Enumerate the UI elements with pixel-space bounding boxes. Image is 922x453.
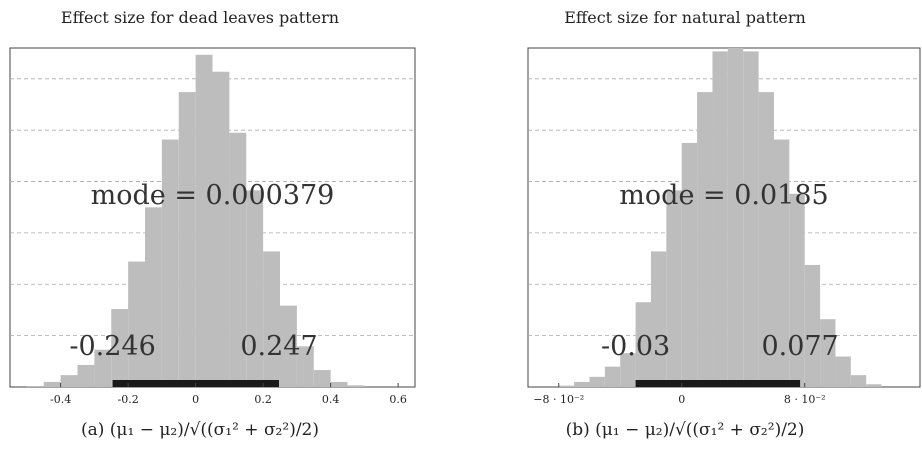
histogram-bar — [246, 190, 264, 387]
histogram-bar — [743, 51, 759, 387]
histogram-bar — [666, 190, 682, 387]
histogram-bar — [589, 376, 605, 387]
histogram-bar — [635, 302, 651, 387]
mode-label: mode = 0.000379 — [91, 180, 335, 211]
histogram-natural: −8 · 10⁻² 0 8 · 10⁻² mode = 0.0185 -0.03 0.07… — [527, 47, 921, 406]
histogram-bar — [296, 346, 314, 387]
histogram-bar — [604, 366, 621, 387]
histogram-bar — [574, 381, 590, 387]
histogram-bar — [280, 305, 297, 387]
hdi-low-label: -0.246 — [69, 331, 155, 362]
histogram-bar — [330, 381, 348, 387]
x-tick-label: 0 — [678, 393, 685, 406]
histogram-bar — [26, 385, 44, 387]
histogram-bar — [804, 264, 821, 387]
histogram-bar — [773, 139, 790, 387]
histogram-bar — [866, 384, 882, 387]
chart-panel-natural: Effect size for natural pattern −8 · 10⁻… — [460, 0, 922, 453]
histogram-dead-leaves: -0.4 -0.2 0 0.2 0.4 0.6 mode = 0.000379 -0.246 0… — [9, 47, 416, 406]
histogram-bar — [789, 193, 805, 387]
histogram-bar — [313, 370, 331, 387]
histogram-bar — [195, 54, 213, 387]
histogram-bar — [835, 356, 851, 387]
histogram-bar — [128, 261, 145, 387]
histogram-bar — [820, 319, 836, 387]
histogram-bar — [60, 375, 78, 387]
hdi-high-label: 0.077 — [761, 331, 838, 362]
histogram-bar — [212, 71, 230, 387]
x-tick-label: −8 · 10⁻² — [533, 393, 584, 406]
histogram-bar — [758, 92, 774, 387]
histogram-bar — [161, 139, 179, 387]
hdi-bar — [635, 380, 801, 387]
histogram-bar — [77, 364, 95, 387]
chart-title: Effect size for natural pattern — [564, 8, 806, 27]
histogram-bar — [681, 142, 698, 387]
hdi-low-label: -0.03 — [601, 331, 670, 362]
x-tick-label: -0.2 — [118, 393, 139, 406]
x-tick-label: -0.4 — [50, 393, 71, 406]
histogram-bar — [263, 251, 280, 387]
histogram-bar — [850, 375, 867, 387]
histogram-bar — [558, 385, 575, 387]
histogram-bar — [347, 385, 365, 387]
histogram-bar — [650, 251, 667, 387]
histogram-bar — [697, 92, 713, 387]
chart-title: Effect size for dead leaves pattern — [60, 8, 340, 27]
x-tick-label: 0 — [192, 393, 199, 406]
x-tick-label: 0.2 — [254, 393, 272, 406]
chart-caption: (b) (μ₁ − μ₂)/√((σ₁² + σ₂²)/2) — [565, 420, 805, 440]
histogram-bar — [229, 132, 247, 387]
histogram-bar — [94, 349, 112, 387]
histogram-bar — [178, 92, 196, 387]
x-tick-label: 0.6 — [389, 393, 407, 406]
x-tick-label: 0.4 — [322, 393, 340, 406]
histogram-bar — [111, 309, 129, 387]
chart-caption: (a) (μ₁ − μ₂)/√((σ₁² + σ₂²)/2) — [81, 420, 319, 440]
x-tick-label: 8 · 10⁻² — [784, 393, 826, 406]
histogram-bar — [145, 207, 162, 387]
hdi-high-label: 0.247 — [240, 331, 317, 362]
mode-label: mode = 0.0185 — [619, 180, 828, 211]
chart-panel-dead-leaves: Effect size for dead leaves pattern -0.4… — [0, 0, 420, 453]
histogram-bar — [727, 48, 744, 387]
histogram-bar — [620, 353, 636, 387]
histogram-bar — [712, 51, 728, 387]
histogram-bar — [43, 381, 61, 387]
